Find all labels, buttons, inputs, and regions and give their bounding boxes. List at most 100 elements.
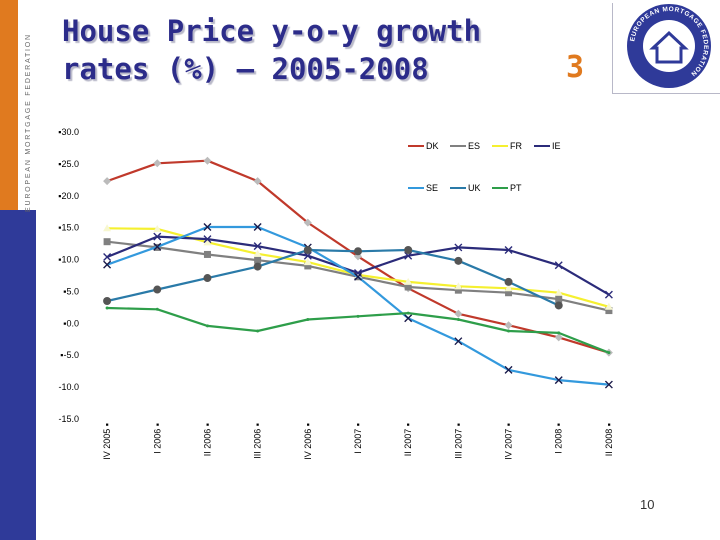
- legend-label: UK: [468, 183, 481, 193]
- data-point: [103, 238, 111, 246]
- legend-item-dk: DK: [408, 141, 439, 151]
- series-line: [106, 248, 560, 307]
- data-point: [356, 314, 360, 318]
- data-point: [504, 277, 513, 286]
- data-point: [203, 250, 211, 258]
- x-tick-label: I 2007 ▪: [353, 423, 363, 454]
- data-point: [406, 311, 410, 315]
- blue-side-bar: [0, 210, 36, 540]
- x-tick-label: IV 2007 ▪: [504, 423, 514, 460]
- x-tick-label: II 2008 ▪: [604, 423, 614, 456]
- y-tick-label: ▪5.0: [63, 286, 79, 296]
- data-point: [604, 302, 613, 310]
- y-tick-label: ▪10.0: [58, 255, 79, 265]
- data-point: [203, 223, 212, 232]
- y-tick-label: ▪25.0: [58, 159, 79, 169]
- y-tick-label: ▪30.0: [58, 127, 79, 137]
- vertical-brand-label: EUROPEAN MORTGAGE FEDERATION: [25, 33, 32, 212]
- data-point: [203, 238, 212, 246]
- data-point: [103, 260, 112, 269]
- series-line: [106, 235, 610, 296]
- data-point: [454, 282, 463, 290]
- legend-label: PT: [510, 183, 522, 193]
- y-tick-label: ▪-5.0: [60, 350, 79, 360]
- y-tick-label: ▪15.0: [58, 223, 79, 233]
- data-point: [153, 159, 162, 168]
- growth-line-chart: ▪30.0 ▪25.0 ▪20.0 ▪15.0 ▪10.0 ▪5.0 ▪0.0 ▪-5.0 ▪-…: [58, 127, 614, 460]
- slide-section-number: 3: [566, 50, 585, 85]
- data-point: [203, 274, 212, 283]
- data-point: [404, 283, 412, 291]
- data-point: [205, 324, 209, 328]
- data-point: [454, 337, 463, 346]
- data-point: [557, 331, 561, 335]
- data-point: [454, 309, 463, 318]
- data-point: [507, 329, 511, 333]
- header-divider-vertical: [612, 3, 613, 93]
- data-point: [404, 277, 413, 285]
- data-point: [504, 284, 513, 292]
- data-point: [605, 307, 613, 315]
- data-point: [153, 224, 162, 232]
- data-point: [203, 156, 212, 165]
- data-point: [554, 301, 563, 310]
- data-point: [354, 272, 362, 281]
- orange-side-bar: [0, 0, 18, 210]
- x-tick-label: II 2007 ▪: [403, 423, 413, 456]
- data-point: [203, 235, 212, 244]
- legend-item-fr: FR: [492, 141, 522, 151]
- data-point: [454, 256, 463, 265]
- data-point: [303, 258, 312, 266]
- slide-title: House Price y-o-y growth rates (%) – 200…: [62, 14, 482, 86]
- y-tick-label: ▪-10.0: [58, 382, 79, 392]
- data-point: [504, 365, 513, 374]
- data-point: [253, 223, 262, 232]
- legend-item-es: ES: [450, 141, 480, 151]
- data-point: [253, 262, 262, 271]
- data-point: [103, 253, 112, 261]
- y-tick-label: ▪20.0: [58, 191, 79, 201]
- data-point: [604, 290, 613, 299]
- x-tick-label: IV 2005 ▪: [102, 423, 112, 460]
- data-point: [456, 318, 460, 322]
- legend-item-se: SE: [408, 183, 438, 193]
- data-point: [256, 329, 260, 333]
- x-tick-label: I 2006 ▪: [152, 423, 162, 454]
- data-point: [253, 177, 262, 186]
- data-point: [554, 261, 563, 270]
- x-tick-label: III 2006 ▪: [253, 423, 263, 459]
- data-point: [304, 262, 312, 270]
- y-tick-label: ▪-15.0: [58, 414, 79, 424]
- data-point: [354, 247, 362, 256]
- data-point: [404, 314, 413, 323]
- vertical-brand-text: EUROPEAN MORTGAGE FEDERATION: [25, 33, 32, 212]
- x-tick-label: II 2006 ▪: [202, 423, 212, 456]
- series-uk: [103, 245, 563, 310]
- data-point: [103, 224, 112, 232]
- legend-label: IE: [552, 141, 561, 151]
- data-point: [505, 289, 513, 297]
- data-point: [303, 251, 312, 260]
- series-pt: [105, 306, 611, 355]
- data-point: [607, 351, 611, 355]
- federation-logo: EUROPEAN MORTGAGE FEDERATION: [627, 4, 711, 88]
- series-se: [103, 223, 613, 389]
- data-point: [454, 286, 462, 294]
- data-point: [404, 251, 413, 260]
- data-point: [454, 243, 463, 252]
- data-point: [303, 245, 312, 254]
- data-point: [155, 307, 159, 311]
- data-point: [306, 318, 310, 322]
- data-point: [253, 242, 262, 251]
- data-point: [105, 306, 109, 310]
- legend-label: DK: [426, 141, 439, 151]
- data-point: [254, 256, 262, 264]
- data-point: [153, 232, 162, 241]
- series-dk: [103, 156, 613, 357]
- data-point: [504, 245, 513, 254]
- data-point: [103, 177, 112, 186]
- page-number: 10: [640, 497, 655, 512]
- header-divider-horizontal: [612, 93, 720, 94]
- data-point: [153, 242, 162, 251]
- house-icon: [649, 30, 689, 64]
